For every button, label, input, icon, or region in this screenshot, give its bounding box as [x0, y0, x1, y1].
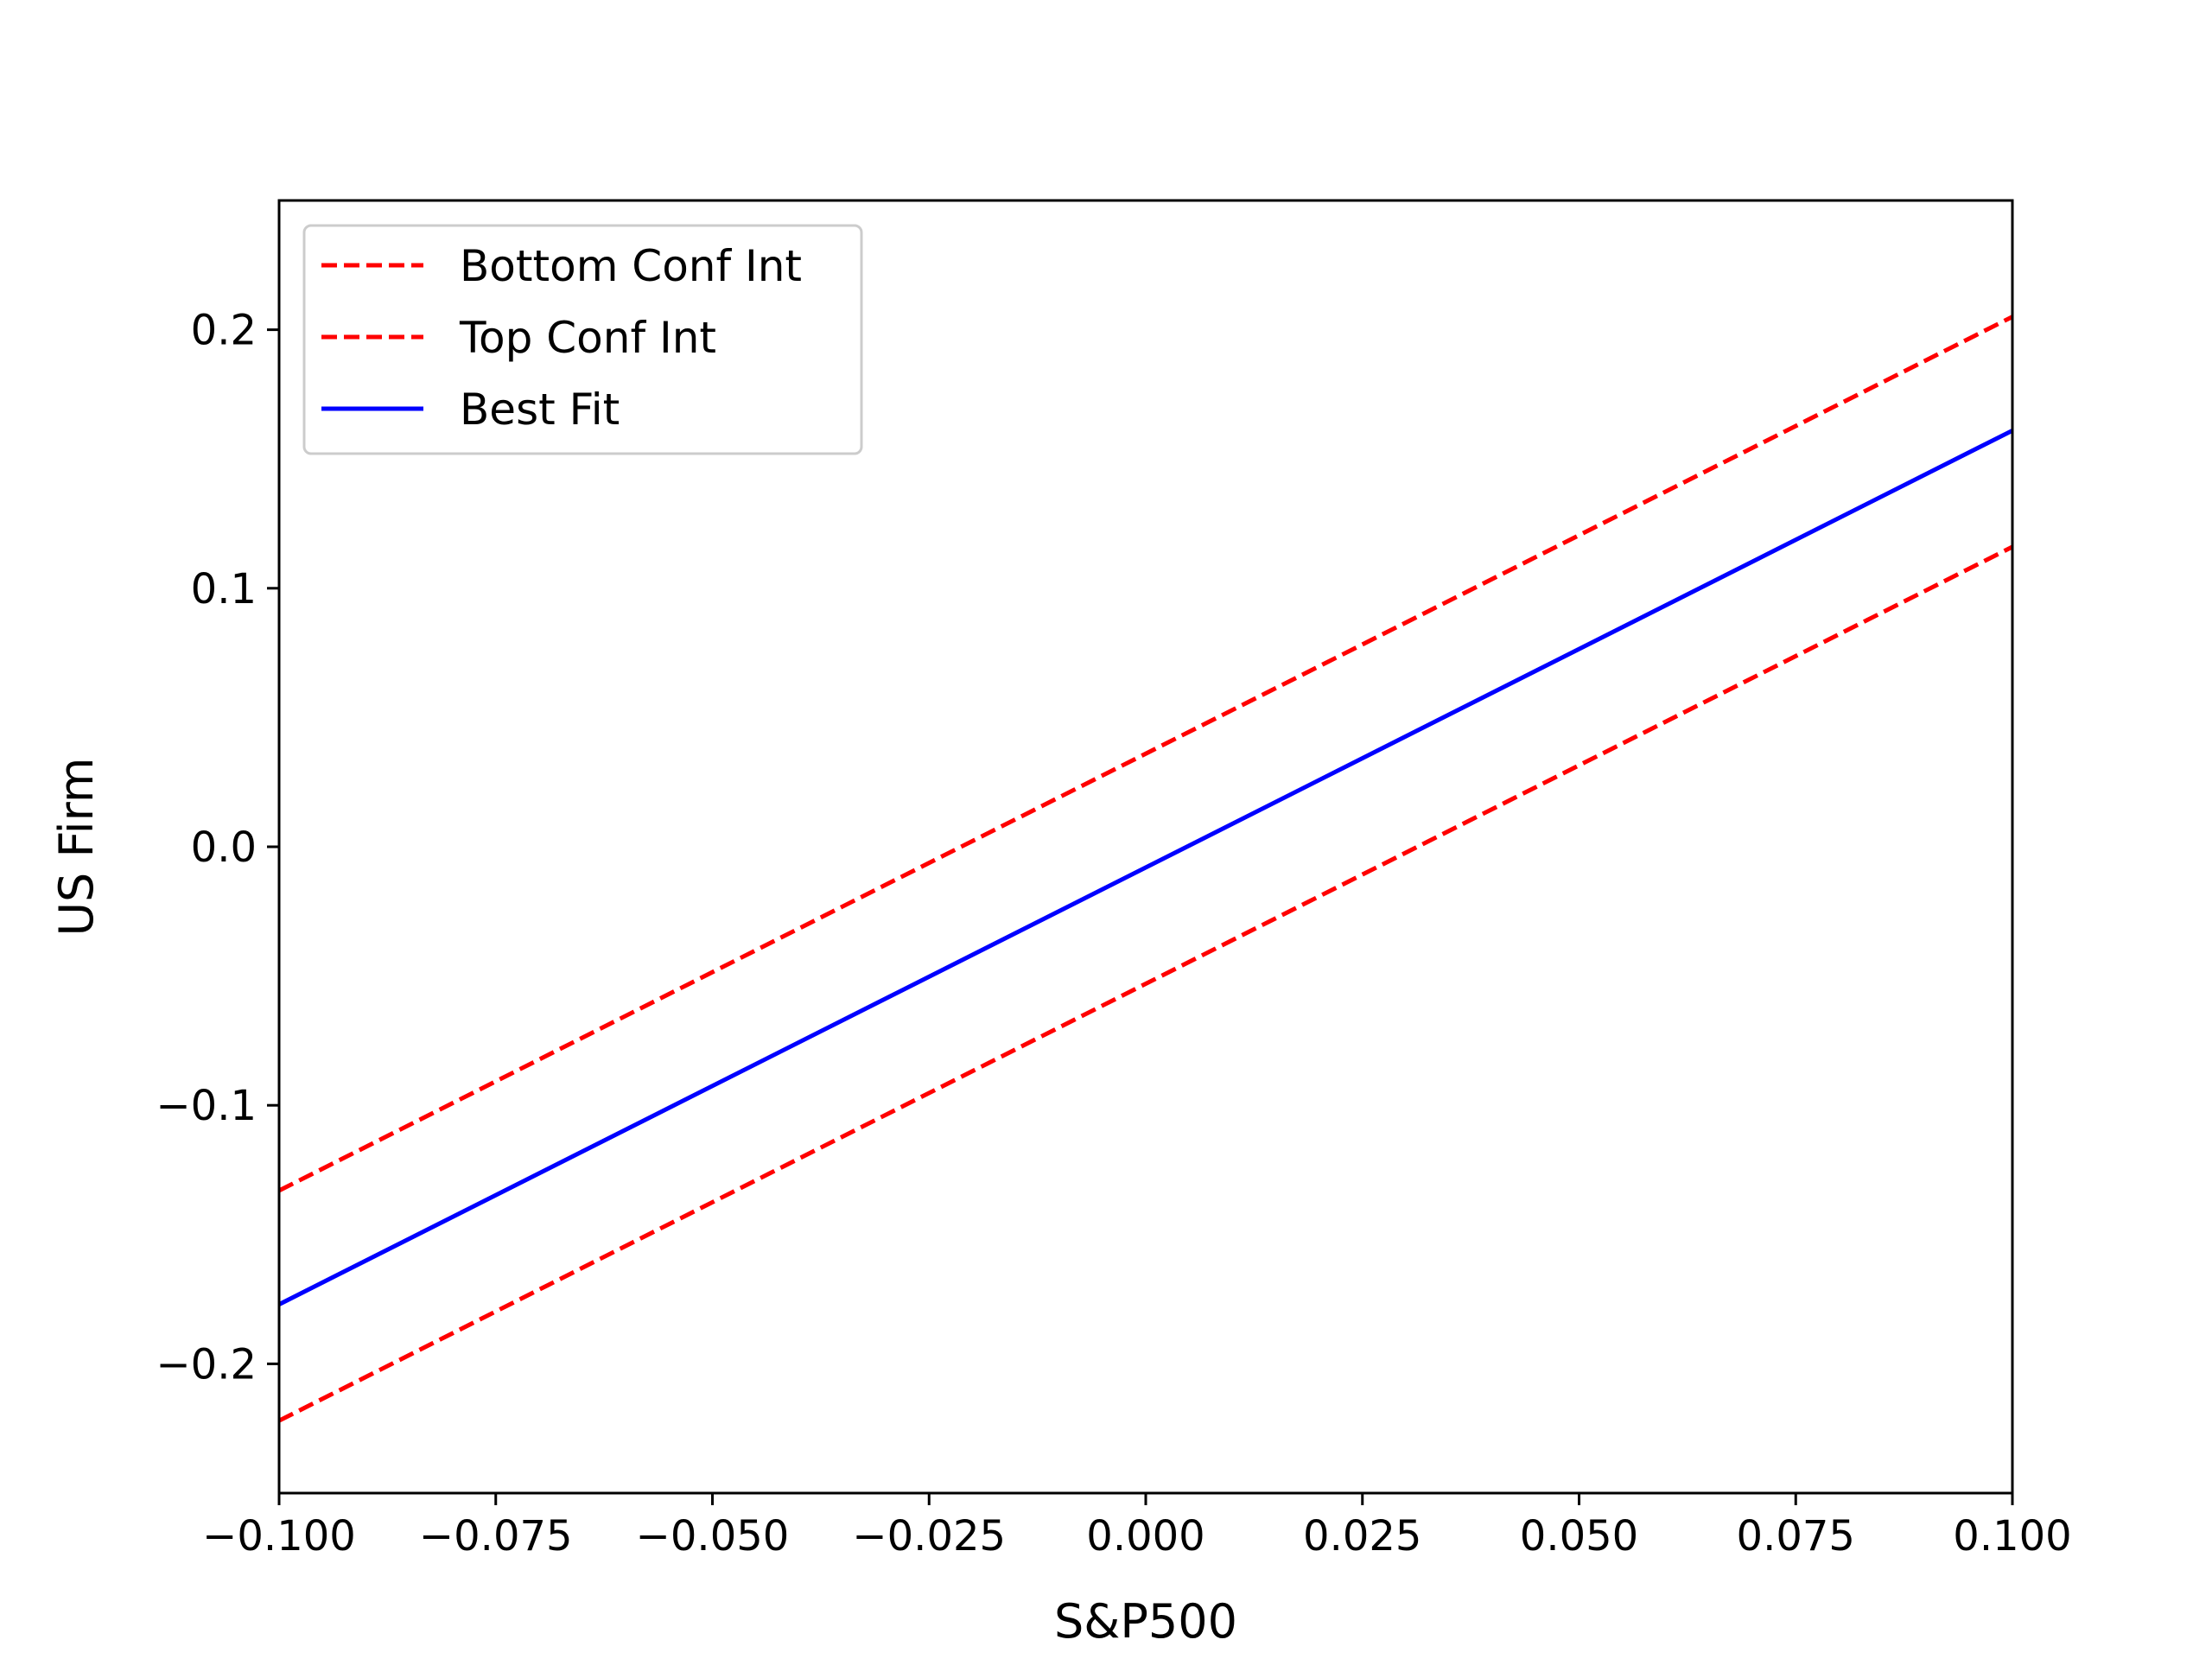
legend-box: [302, 224, 863, 455]
y-tick-label: 0.1: [191, 565, 257, 613]
y-tick-label: −0.2: [156, 1340, 257, 1389]
y-axis-label: US Firm: [49, 758, 104, 937]
series-line-top-conf-int: [277, 315, 2014, 1193]
y-tick-label: 0.0: [191, 823, 257, 872]
legend-label-best-fit: Best Fit: [460, 385, 620, 435]
legend: Bottom Conf Int Top Conf Int Best Fit: [302, 224, 863, 455]
y-axis-ticks: −0.2 −0.1 0.0 0.1 0.2: [156, 307, 279, 1389]
legend-label-bottom-conf-int: Bottom Conf Int: [460, 241, 802, 291]
y-tick-label: −0.1: [156, 1082, 257, 1130]
x-tick-label: −0.075: [419, 1512, 573, 1560]
x-tick-label: 0.050: [1520, 1512, 1638, 1560]
x-tick-label: 0.025: [1303, 1512, 1421, 1560]
x-tick-label: −0.025: [852, 1512, 1006, 1560]
x-tick-label: 0.100: [1953, 1512, 2071, 1560]
x-tick-label: −0.050: [636, 1512, 790, 1560]
x-tick-label: 0.000: [1086, 1512, 1205, 1560]
x-axis-ticks: −0.100 −0.075 −0.050 −0.025 0.000 0.025 0.050 0…: [202, 1493, 2072, 1560]
y-tick-label: 0.2: [191, 307, 257, 355]
x-tick-label: 0.075: [1737, 1512, 1855, 1560]
series-layer: [277, 315, 2014, 1423]
series-line-best-fit: [277, 429, 2014, 1306]
legend-label-top-conf-int: Top Conf Int: [459, 313, 716, 363]
x-tick-label: −0.100: [202, 1512, 356, 1560]
series-line-bottom-conf-int: [277, 544, 2014, 1423]
x-axis-label: S&P500: [1054, 1594, 1237, 1649]
